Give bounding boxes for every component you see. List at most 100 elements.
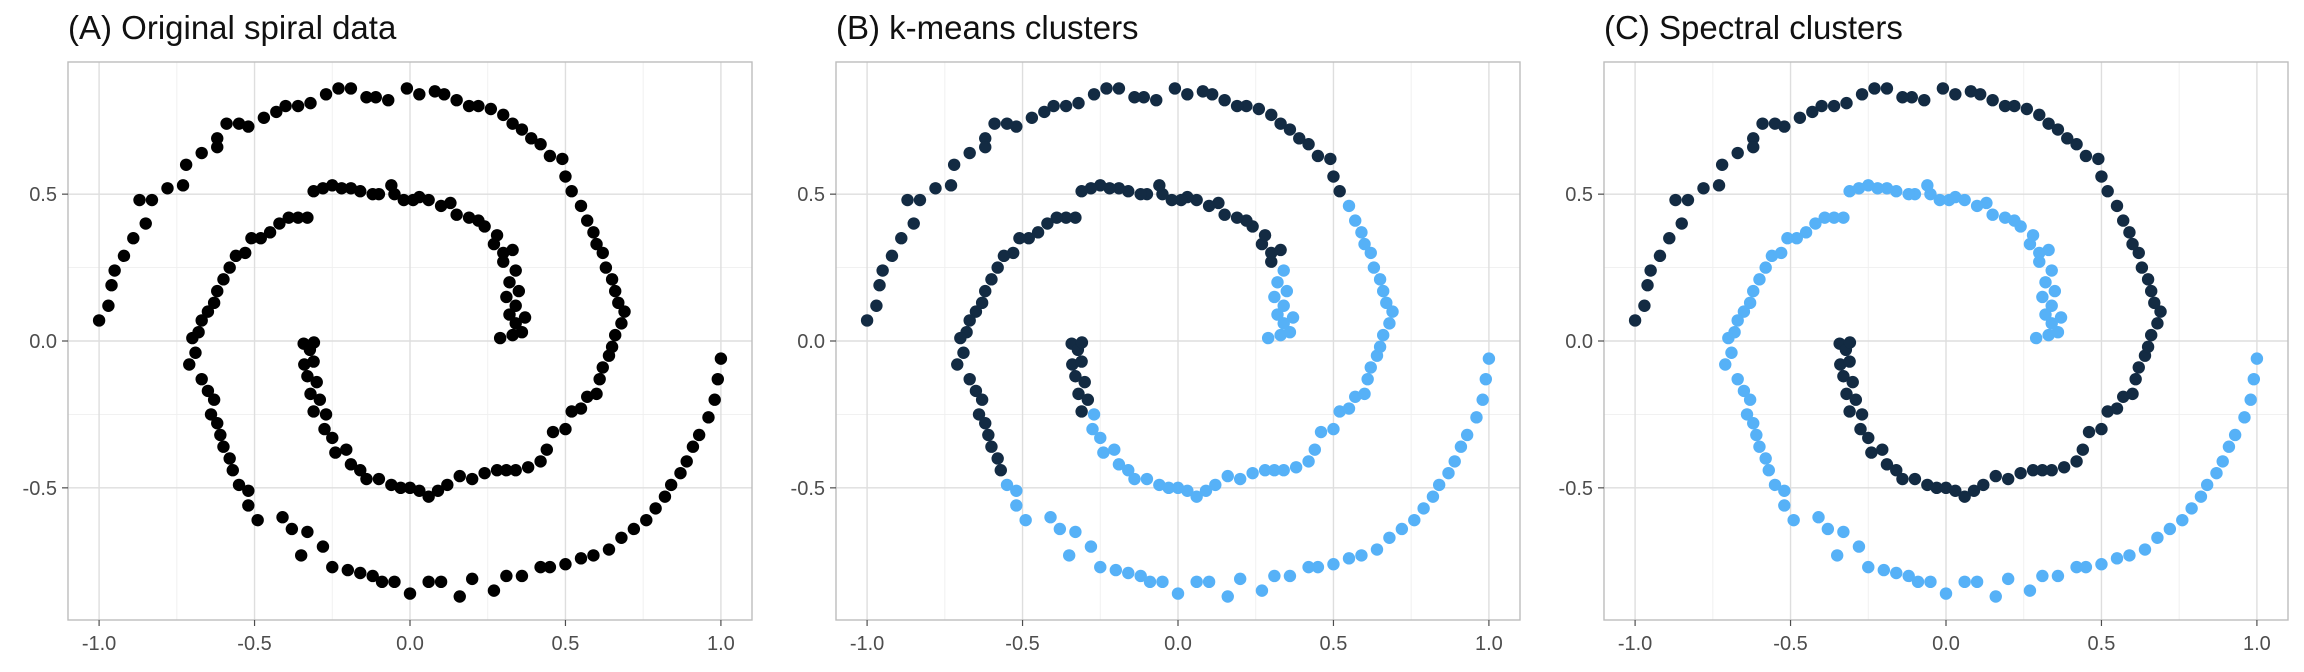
panel-b-x-tick-label: 0.0 (1164, 633, 1192, 655)
panel-c-data-point (1854, 422, 1867, 436)
panel-c-data-point (2095, 170, 2108, 183)
panel-b-data-point (1408, 513, 1421, 527)
panel-c-data-point (2048, 284, 2062, 298)
panel-a-data-point (189, 346, 202, 359)
panel-b-data-point (1327, 170, 1340, 183)
panel-a-data-point (574, 552, 588, 565)
panel-a-y-tick-label: 0.5 (29, 184, 57, 206)
panel-b-data-point (895, 232, 908, 245)
panel-b-data-point (991, 452, 1004, 465)
panel-a-data-point (428, 85, 442, 98)
panel-b-data-point (1069, 211, 1082, 224)
panel-a-data-point (301, 211, 314, 224)
panel-b-data-point (994, 464, 1007, 477)
panel-b-data-point (1265, 255, 1278, 268)
panel-a-data-point (326, 431, 339, 445)
panel-b-data-point (975, 296, 989, 310)
panel-c-data-point (1877, 563, 1891, 577)
panel-b-data-point (1311, 560, 1325, 574)
panel-c-data-point (1747, 284, 1760, 298)
panel-b-data-point (1031, 226, 1045, 239)
panel-b-plot-area: -1.0 -0.5 0.0 0.5 1.0 -0.5 0.0 0.5 (791, 61, 1521, 655)
panel-a-data-point (344, 458, 358, 471)
panel-c-data-point (1880, 82, 1894, 95)
panel-c-data-point (2014, 466, 2027, 480)
panel-a-data-point (640, 513, 653, 527)
panel-c-data-point (1902, 187, 1915, 201)
panel-c-data-point (1793, 111, 1807, 125)
panel-a-data-point (438, 88, 451, 101)
panel-c-plot-area: -1.0 -0.5 0.0 0.5 1.0 -0.5 0.0 0.5 (1559, 61, 2289, 655)
panel-b-data-point (1271, 276, 1284, 289)
panel-a-data-point (444, 196, 457, 210)
panel-a-data-point (708, 393, 721, 406)
panel-a-data-point (366, 187, 379, 201)
panel-c-y-tick-label: -0.5 (1559, 478, 1593, 500)
panel-a-data-point (183, 358, 196, 371)
panel-b-data-point (1442, 466, 1455, 480)
panel-b-data-point (1047, 99, 1060, 113)
panel-a-data-point (515, 123, 529, 136)
panel-c-data-point (1799, 226, 1813, 239)
panel-c-data-point (1663, 232, 1676, 245)
panel-c-data-point (2076, 443, 2089, 456)
panel-c-data-point (1930, 481, 1943, 495)
panel-c-data-point (1980, 196, 1993, 210)
panel-c-data-point (1815, 99, 1828, 113)
panel-a-data-point (341, 563, 355, 577)
panel-c-data-point (1731, 314, 1744, 327)
panel-c-data-point (1765, 249, 1779, 263)
panel-c-data-point (1743, 296, 1757, 310)
panel-a-data-point (506, 243, 519, 257)
panel-c-data-point (1753, 273, 1766, 286)
panel-b-data-point (975, 393, 989, 406)
panel-c-data-point (1697, 182, 1710, 195)
panel-a-data-point (301, 370, 314, 383)
panel-a-data-point (702, 411, 715, 424)
panel-b-data-point (1190, 490, 1203, 503)
panel-c-data-point (2033, 255, 2046, 268)
panel-b-data-point (985, 273, 998, 286)
panel-b-data-point (963, 146, 976, 160)
panel-a-data-point (298, 358, 311, 371)
panel-b-data-point (947, 158, 961, 171)
panel-b-data-point (1283, 123, 1297, 136)
panel-c-data-point (1921, 478, 1934, 492)
panel-c-data-point (2020, 102, 2034, 116)
panel-b-data-point (1358, 387, 1371, 401)
panel-c-data-point (1970, 575, 1984, 589)
panel-a-data-point (127, 232, 140, 245)
panel-a-data-point (354, 464, 367, 477)
panel-b-data-point (929, 182, 942, 195)
panel-a-x-tick-label: 0.0 (396, 633, 424, 655)
panel-c-data-point (2247, 372, 2260, 386)
panel-b-data-point (1000, 478, 1014, 492)
panel-c-data-point (1843, 336, 1857, 349)
panel-b-data-point (1075, 355, 1088, 368)
panel-c-data-point (1908, 472, 1922, 486)
panel-a-data-point (304, 96, 317, 110)
panel-a-y-tick-label: -0.5 (23, 478, 57, 500)
panel-b-data-point (1181, 484, 1194, 497)
panel-c-data-point (2070, 455, 2083, 468)
panel-a-data-point (335, 182, 348, 195)
panel-b-data-point (1258, 229, 1272, 242)
panel-c-data-point (2117, 214, 2130, 227)
panel-a-data-point (615, 317, 628, 330)
panel-a-data-point (612, 296, 625, 310)
panel-a-data-point (441, 478, 454, 492)
panel-b-data-point (1128, 472, 1141, 486)
panel-a-data-point (316, 182, 330, 195)
panel-c-data-point (1852, 540, 1866, 553)
panel-a-data-point (450, 93, 463, 107)
panel-a-data-point (711, 372, 724, 386)
panel-c-data-point (1918, 93, 1931, 107)
panel-c-data-point (1843, 405, 1856, 418)
panel-b-data-point (1010, 499, 1023, 512)
panel-c-data-point (1840, 96, 1853, 110)
panel-b-data-point (1333, 185, 1346, 198)
panel-b-data-point (870, 299, 883, 312)
panel-c-data-point (2079, 149, 2093, 163)
panel-b-data-point (1470, 411, 1483, 424)
panel-b-data-point (1302, 455, 1315, 468)
